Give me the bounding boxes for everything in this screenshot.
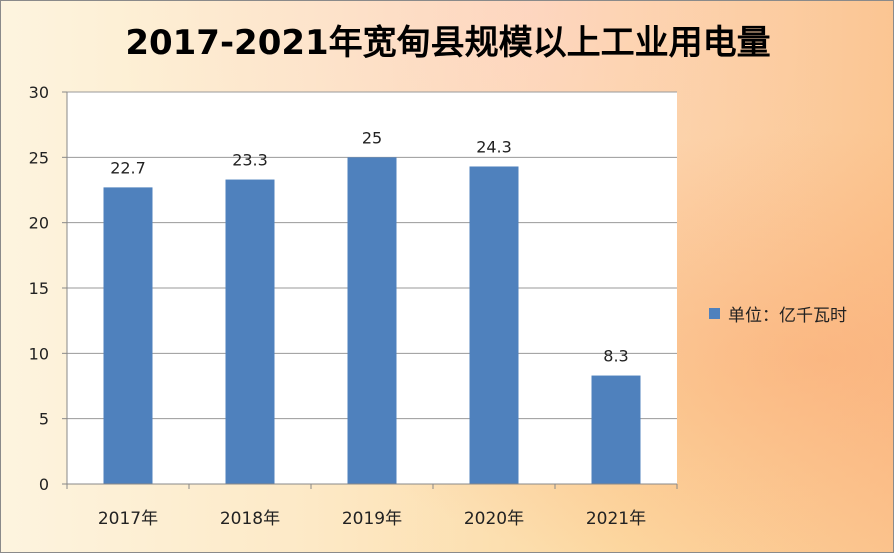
y-tick-label: 30: [29, 83, 49, 102]
y-tick-label: 15: [29, 279, 49, 298]
legend-label: 单位：亿千瓦时: [728, 306, 847, 326]
y-tick-label: 20: [29, 214, 49, 233]
bar: [225, 179, 275, 484]
legend-swatch: [709, 308, 720, 319]
x-tick-label: 2017年: [98, 509, 158, 529]
legend: 单位：亿千瓦时: [709, 301, 847, 326]
data-label: 23.3: [232, 151, 268, 170]
x-tick-label: 2020年: [464, 509, 524, 529]
data-label: 25: [362, 128, 382, 147]
y-tick-label: 25: [29, 148, 49, 167]
data-label: 8.3: [603, 347, 628, 366]
chart-title: 2017-2021年宽甸县规模以上工业用电量: [125, 23, 771, 63]
x-tick-label: 2019年: [342, 509, 402, 529]
bar: [469, 166, 519, 485]
bar: [591, 375, 641, 484]
bar: [347, 157, 397, 485]
x-tick-label: 2018年: [220, 509, 280, 529]
bar: [103, 187, 153, 485]
data-label: 24.3: [476, 137, 512, 156]
data-label: 22.7: [110, 158, 146, 177]
x-tick-label: 2021年: [586, 509, 646, 529]
y-tick-label: 0: [39, 475, 49, 494]
y-tick-label: 5: [39, 410, 49, 429]
y-tick-label: 10: [29, 344, 49, 363]
